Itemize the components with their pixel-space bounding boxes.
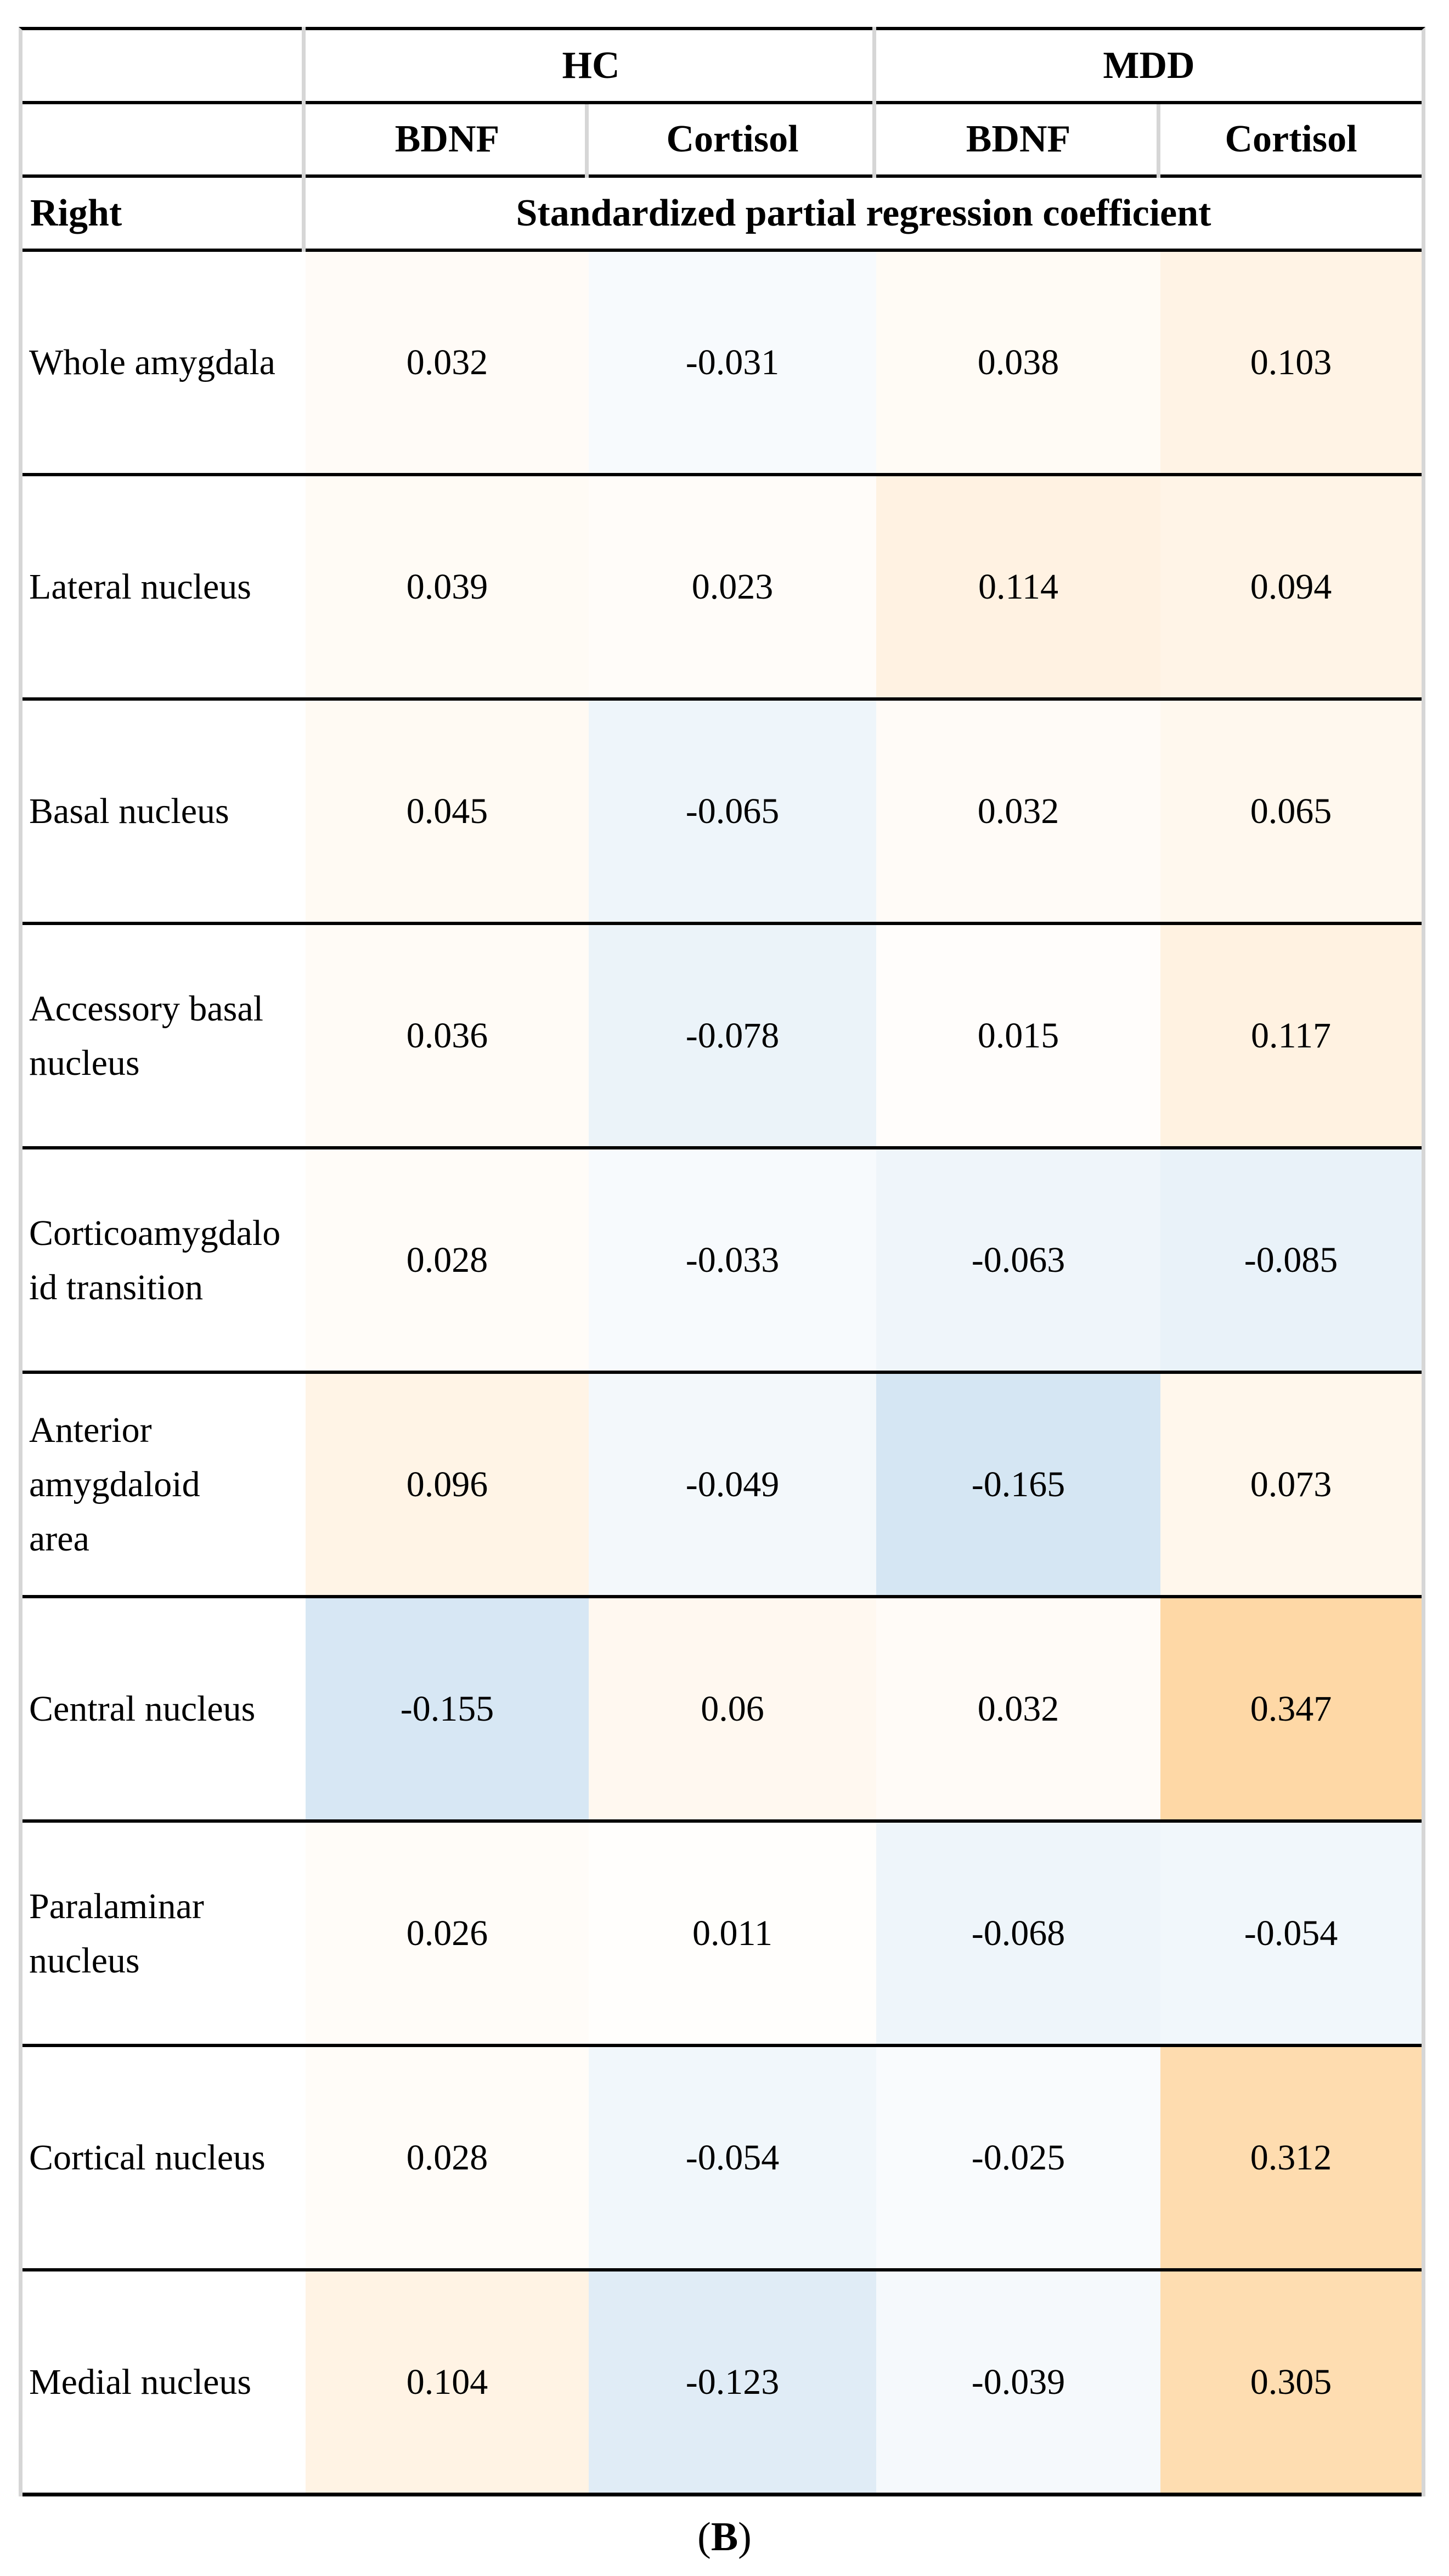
heatmap-cell: 0.023 [589, 476, 876, 697]
span-header-coefficient: Standardized partial regression coeffici… [516, 191, 1211, 234]
row-label: Paralaminar nucleus [22, 1823, 306, 2044]
row-label: Anterior amygdaloid area [22, 1374, 306, 1595]
caption-paren-close: ) [738, 2515, 752, 2560]
row-label: Basal nucleus [22, 701, 306, 922]
col-header-hc-bdnf: BDNF [394, 118, 500, 160]
heatmap-cell: -0.033 [589, 1149, 876, 1371]
table-row: Medial nucleus 0.104 -0.123 -0.039 0.305 [22, 2271, 1422, 2496]
table-row: Whole amygdala 0.032 -0.031 0.038 0.103 [22, 252, 1422, 476]
header-corner-blank [22, 30, 306, 101]
heatmap-cell: 0.117 [1160, 925, 1422, 1146]
header-row-measures: BDNF Cortisol BDNF Cortisol [22, 104, 1422, 178]
heatmap-cell: -0.065 [589, 701, 876, 922]
heatmap-cell: -0.078 [589, 925, 876, 1146]
table-row: Paralaminar nucleus 0.026 0.011 -0.068 -0.05… [22, 1823, 1422, 2047]
separator-hc-bdnf-cortisol [585, 104, 589, 178]
heatmap-cell: 0.028 [306, 2047, 589, 2268]
table-row: Central nucleus -0.155 0.06 0.032 0.347 [22, 1598, 1422, 1823]
group-header-hc: HC [562, 44, 620, 87]
header-row-groups: HC MDD [22, 30, 1422, 104]
heatmap-cell: 0.026 [306, 1823, 589, 2044]
heatmap-cell: -0.165 [876, 1374, 1160, 1595]
heatmap-cell: 0.096 [306, 1374, 589, 1595]
col-header-hc-cortisol: Cortisol [666, 118, 799, 160]
heatmap-cell: 0.045 [306, 701, 589, 922]
heatmap-cell: -0.025 [876, 2047, 1160, 2268]
table-row: Cortical nucleus 0.028 -0.054 -0.025 0.312 [22, 2047, 1422, 2271]
figure-caption: (B) [0, 2515, 1449, 2560]
heatmap-cell: 0.036 [306, 925, 589, 1146]
heatmap-cell: -0.123 [589, 2271, 876, 2493]
side-label-right: Right [30, 191, 122, 234]
col-header-mdd-bdnf: BDNF [966, 118, 1071, 160]
table-row: Corticoamygdalo id transition 0.028 -0.033… [22, 1149, 1422, 1374]
heatmap-cell: 0.011 [589, 1823, 876, 2044]
heatmap-cell: 0.073 [1160, 1374, 1422, 1595]
heatmap-cell: 0.032 [876, 701, 1160, 922]
table-row: Accessory basal nucleus 0.036 -0.078 0.015 0… [22, 925, 1422, 1149]
row-label: Accessory basal nucleus [22, 925, 306, 1146]
heatmap-cell: 0.104 [306, 2271, 589, 2493]
heatmap-cell: 0.015 [876, 925, 1160, 1146]
row-label: Whole amygdala [22, 252, 306, 473]
group-header-mdd: MDD [1103, 44, 1195, 87]
table-row: Lateral nucleus 0.039 0.023 0.114 0.094 [22, 476, 1422, 701]
header-row-title: Right Standardized partial regression co… [22, 178, 1422, 252]
separator-mdd-bdnf-cortisol [1157, 104, 1160, 178]
table-row: Anterior amygdaloid area 0.096 -0.049 -0.16… [22, 1374, 1422, 1598]
heatmap-cell: 0.06 [589, 1598, 876, 1819]
heatmap-cell: 0.347 [1160, 1598, 1422, 1819]
header-blank [22, 104, 306, 174]
regression-heatmap-table: HC MDD BDNF Cortisol BDNF Cortisol Right… [19, 27, 1425, 2496]
heatmap-cell: 0.038 [876, 252, 1160, 473]
row-label: Corticoamygdalo id transition [22, 1149, 306, 1371]
heatmap-cell: -0.063 [876, 1149, 1160, 1371]
heatmap-cell: -0.049 [589, 1374, 876, 1595]
heatmap-cell: 0.312 [1160, 2047, 1422, 2268]
heatmap-cell: -0.054 [1160, 1823, 1422, 2044]
separator-label-column [302, 27, 306, 252]
heatmap-cell: 0.305 [1160, 2271, 1422, 2493]
separator-hc-mdd [872, 27, 876, 178]
heatmap-cell: -0.155 [306, 1598, 589, 1819]
row-label: Lateral nucleus [22, 476, 306, 697]
row-label: Medial nucleus [22, 2271, 306, 2493]
heatmap-cell: 0.094 [1160, 476, 1422, 697]
heatmap-cell: 0.039 [306, 476, 589, 697]
heatmap-cell: -0.054 [589, 2047, 876, 2268]
row-label: Cortical nucleus [22, 2047, 306, 2268]
caption-letter: B [711, 2515, 738, 2560]
heatmap-cell: -0.085 [1160, 1149, 1422, 1371]
heatmap-cell: -0.039 [876, 2271, 1160, 2493]
heatmap-cell: 0.103 [1160, 252, 1422, 473]
caption-paren-open: ( [697, 2515, 711, 2560]
heatmap-cell: 0.028 [306, 1149, 589, 1371]
col-header-mdd-cortisol: Cortisol [1225, 118, 1357, 160]
heatmap-cell: -0.031 [589, 252, 876, 473]
heatmap-cell: 0.065 [1160, 701, 1422, 922]
table-row: Basal nucleus 0.045 -0.065 0.032 0.065 [22, 701, 1422, 925]
table-body: Whole amygdala 0.032 -0.031 0.038 0.103 Later… [22, 252, 1422, 2496]
heatmap-cell: 0.114 [876, 476, 1160, 697]
row-label: Central nucleus [22, 1598, 306, 1819]
heatmap-cell: 0.032 [876, 1598, 1160, 1819]
heatmap-cell: 0.032 [306, 252, 589, 473]
heatmap-cell: -0.068 [876, 1823, 1160, 2044]
